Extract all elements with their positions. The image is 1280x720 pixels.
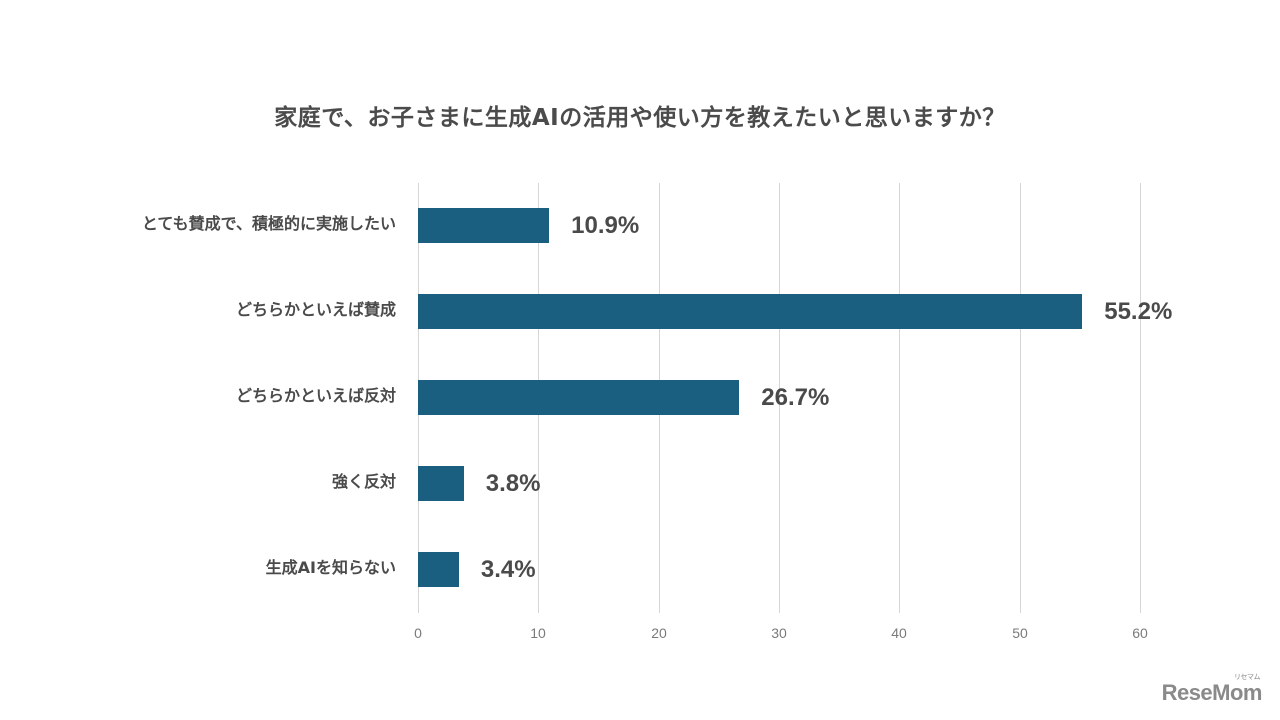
x-tick-label: 60 <box>1132 625 1148 641</box>
chart-title: 家庭で、お子さまに生成AIの活用や使い方を教えたいと思いますか？ <box>274 105 1006 131</box>
gridline <box>1020 183 1021 613</box>
bar <box>418 294 1083 329</box>
bar <box>418 552 459 587</box>
category-label: どちらかといえば反対 <box>235 386 396 405</box>
bar <box>418 208 550 243</box>
x-tick-label: 50 <box>1012 625 1028 641</box>
x-tick-label: 20 <box>651 625 667 641</box>
x-tick-label: 10 <box>530 625 546 641</box>
bar-value-label: 3.4% <box>480 556 536 583</box>
gridline <box>1140 183 1141 613</box>
category-label: とても賛成で、積極的に実施したい <box>141 214 396 233</box>
gridline <box>899 183 900 613</box>
category-label: 強く反対 <box>331 472 396 491</box>
bar-value-label: 26.7% <box>761 384 830 411</box>
gridline <box>779 183 780 613</box>
bar-value-label: 3.8% <box>485 470 541 497</box>
bar <box>418 380 740 415</box>
bar <box>418 466 464 501</box>
plot-area: 0 10 20 30 40 50 60 10.9% 55.2% 26.7% 3.8% 3.4% <box>414 183 1172 641</box>
category-label: どちらかといえば賛成 <box>235 300 396 319</box>
x-tick-label: 30 <box>771 625 787 641</box>
category-label: 生成AIを知らない <box>265 558 396 577</box>
x-tick-label: 0 <box>414 625 422 641</box>
x-tick-label: 40 <box>891 625 907 641</box>
logo-kana: リセマム <box>1234 674 1261 681</box>
bar-value-label: 10.9% <box>571 212 640 239</box>
bar-value-label: 55.2% <box>1104 298 1173 325</box>
logo-brand: ReseMom <box>1161 680 1263 705</box>
resemom-logo: ReseMom リセマム <box>1161 674 1263 706</box>
